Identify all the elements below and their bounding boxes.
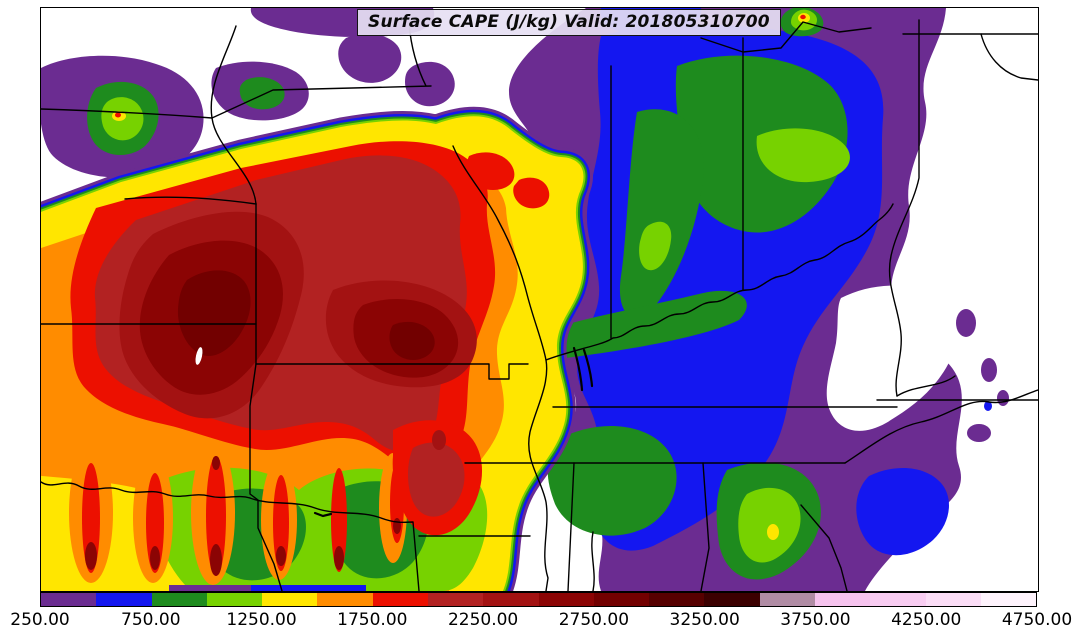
colorbar-segment <box>980 593 1037 606</box>
colorbar-tick-label: 4750.00 <box>1001 610 1073 630</box>
colorbar-segment <box>372 593 428 606</box>
colorbar-segment <box>870 593 926 606</box>
state-borders <box>41 19 1038 591</box>
colorbar-segment <box>262 593 318 606</box>
cape-field <box>41 8 1009 591</box>
colorbar-segment <box>649 593 705 606</box>
colorbar-segment <box>759 593 815 606</box>
colorbar-segment <box>41 593 97 606</box>
colorbar-segment <box>206 593 263 606</box>
lakes <box>313 346 594 518</box>
colorbar-segment <box>704 593 760 606</box>
colorbar-segment <box>151 593 207 606</box>
colorbar-segment <box>538 593 594 606</box>
title-box: Surface CAPE (J/kg) Valid: 201805310700 <box>357 9 781 36</box>
colorbar-tick-label: 2250.00 <box>447 610 519 630</box>
colorbar <box>40 592 1037 607</box>
colorbar-tick-labels: 250.00 750.00 1250.00 1750.00 2250.00 2750.00… <box>0 610 1081 632</box>
colorbar-segment <box>317 593 373 606</box>
colorbar-segment <box>593 593 650 606</box>
colorbar-segment <box>483 593 539 606</box>
colorbar-segment <box>96 593 152 606</box>
colorbar-tick-label: 750.00 <box>121 610 181 630</box>
colorbar-tick-label: 3250.00 <box>669 610 740 630</box>
colorbar-tick-label: 2750.00 <box>558 610 630 630</box>
colorbar-segment <box>427 593 484 606</box>
colorbar-tick-label: 250.00 <box>10 610 70 630</box>
colorbar-tick-label: 1250.00 <box>226 610 297 630</box>
colorbar-segment <box>814 593 871 606</box>
colorbar-segment <box>925 593 981 606</box>
map-canvas <box>40 7 1039 592</box>
colorbar-tick-label: 4250.00 <box>891 610 962 630</box>
page-title: Surface CAPE (J/kg) Valid: 201805310700 <box>368 12 770 32</box>
colorbar-tick-label: 3750.00 <box>780 610 851 630</box>
colorbar-tick-label: 1750.00 <box>337 610 408 630</box>
cape-contour-map <box>41 8 1038 591</box>
